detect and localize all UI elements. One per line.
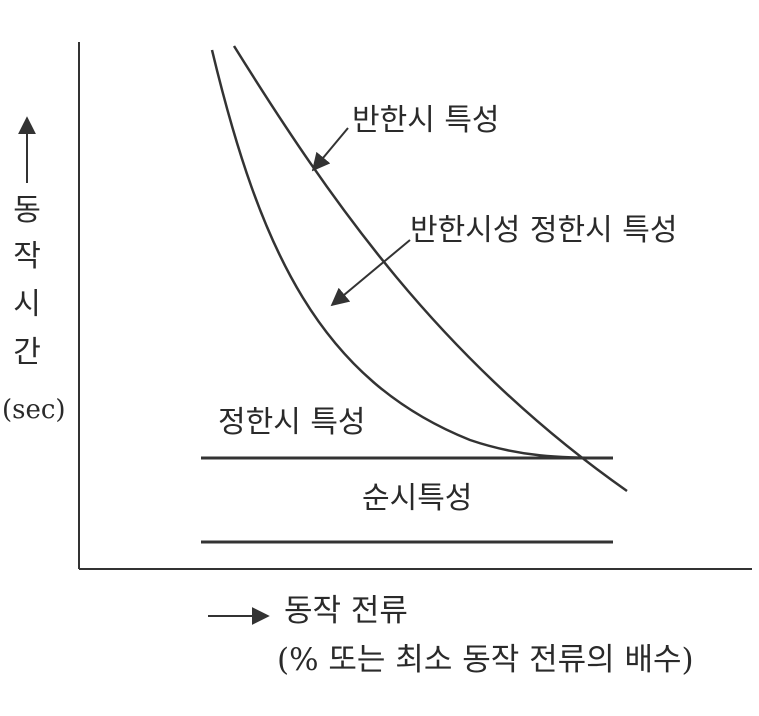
inverse-time-pointer-arrow — [311, 127, 349, 172]
inverse-definite-pointer-arrow — [330, 239, 411, 307]
instantaneous-label: 순시특성 — [362, 481, 473, 516]
y-axis-unit: (sec) — [2, 395, 66, 425]
x-axis-label-line1: 동작 전류 — [284, 593, 408, 629]
y-axis-label-char-3: 시 — [13, 287, 41, 322]
y-axis-label-char-4: 간 — [13, 335, 41, 370]
definite-time-label: 정한시 특성 — [218, 405, 366, 440]
x-axis-label-line2: (% 또는 최소 동작 전류의 배수) — [277, 642, 694, 678]
inverse-definite-time-curve — [210, 49, 614, 460]
inverse-definite-time-label: 반한시성 정한시 특성 — [410, 213, 678, 248]
inverse-time-curve — [232, 45, 628, 493]
inverse-time-label: 반한시 특성 — [352, 103, 500, 138]
y-axis-label-char-1: 동 — [13, 193, 41, 228]
y-axis-label-char-2: 작 — [13, 239, 41, 274]
